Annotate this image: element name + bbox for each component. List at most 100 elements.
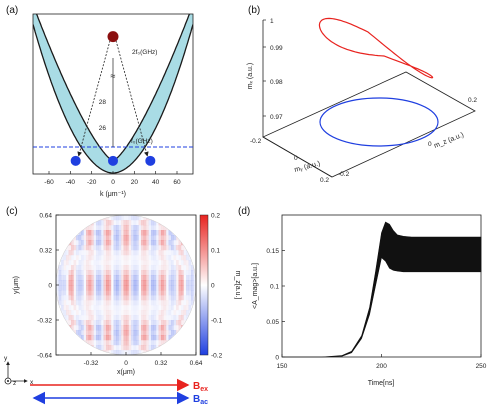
- heatmap-cell: [106, 300, 109, 306]
- heatmap-cell: [158, 280, 162, 286]
- heatmap-cell: [176, 265, 179, 271]
- heatmap-y-ticks: 0.64 0.32 0 -0.32 -0.64: [37, 213, 59, 360]
- heatmap-cell: [106, 230, 109, 236]
- heatmap-cell: [71, 255, 74, 260]
- heatmap-cell: [96, 295, 99, 301]
- heatmap-cell: [168, 330, 172, 336]
- heatmap-cell: [86, 320, 89, 326]
- heatmap-cell: [184, 280, 187, 285]
- heatmap-y-tick-label: 0: [48, 283, 52, 290]
- heatmap-cell: [78, 320, 82, 326]
- heatmap-cell: [166, 285, 169, 290]
- heatmap-cell: [178, 285, 182, 291]
- heatmap-cell: [136, 245, 139, 251]
- heatmap-cell: [153, 285, 157, 291]
- heatmap-cell: [126, 265, 129, 271]
- heatmap-cell: [119, 345, 122, 350]
- heatmap-cell: [103, 280, 107, 286]
- heatmap-cell: [169, 250, 172, 255]
- heatmap-cell: [126, 230, 129, 236]
- heatmap-cell: [186, 290, 189, 296]
- heatmap-cell: [138, 220, 142, 226]
- heatmap-cell: [133, 265, 137, 271]
- heatmap-cell: [158, 335, 162, 341]
- heatmap-cell: [118, 280, 122, 286]
- axis-icon-x-label: x: [30, 379, 34, 386]
- heatmap-cell: [121, 290, 124, 296]
- heatmap-cell: [174, 230, 177, 235]
- heatmap-cell: [116, 350, 119, 355]
- heatmap-cell: [121, 345, 124, 351]
- z-axis-label: mₓ (a.u.): [247, 63, 254, 89]
- heatmap-cell: [96, 285, 99, 291]
- heatmap-cell: [123, 310, 127, 316]
- heatmap-cell: [116, 245, 119, 251]
- heatmap-cell: [146, 315, 149, 320]
- heatmap-cell: [148, 330, 152, 336]
- heatmap-cell: [166, 280, 169, 285]
- heatmap-cell: [146, 230, 149, 236]
- heatmap-cell: [158, 225, 162, 231]
- heatmap-cell: [118, 340, 122, 346]
- heatmap-cell: [176, 320, 179, 326]
- heatmap-cell: [108, 220, 112, 226]
- heatmap-cell: [98, 315, 102, 321]
- heatmap-cell: [188, 255, 192, 261]
- heatmap-cell: [109, 260, 112, 265]
- heatmap-cell: [84, 290, 87, 295]
- heatmap-cell: [141, 290, 144, 296]
- heatmap-cell: [161, 330, 164, 336]
- heatmap-cell: [88, 320, 92, 326]
- heatmap-cell: [113, 330, 117, 336]
- heatmap-cell: [108, 255, 112, 261]
- heatmap-cell: [151, 315, 154, 321]
- heatmap-cell: [113, 240, 117, 246]
- heatmap-cell: [121, 350, 124, 355]
- heatmap-cell: [128, 285, 132, 291]
- heatmap-cell: [66, 250, 69, 256]
- heatmap-cell: [103, 350, 107, 355]
- heatmap-cell: [121, 275, 124, 281]
- z-tick-label-1: 1: [270, 18, 274, 25]
- heatmap-cell: [96, 230, 99, 236]
- heatmap-cell: [191, 275, 194, 281]
- heatmap-cell: [156, 310, 159, 315]
- heatmap-cell: [106, 315, 109, 321]
- heatmap-cell: [161, 325, 164, 331]
- heatmap-cell: [68, 285, 72, 291]
- heatmap-cell: [98, 325, 102, 331]
- x-tick-label: -40: [66, 179, 76, 186]
- heatmap-cell: [171, 235, 174, 241]
- heatmap-cell: [173, 315, 177, 321]
- heatmap-cell: [123, 330, 127, 336]
- heatmap-cell: [158, 315, 162, 321]
- heatmap-cell: [111, 320, 114, 325]
- heatmap-cell: [181, 285, 184, 291]
- heatmap-cell: [63, 300, 67, 306]
- heatmap-cell: [183, 315, 187, 321]
- heatmap-cell: [143, 245, 147, 251]
- heatmap-cell: [103, 215, 107, 221]
- heatmap-cell: [143, 270, 147, 276]
- heatmap-cell: [126, 315, 129, 321]
- heatmap-cell: [81, 260, 84, 266]
- heatmap-cell: [143, 225, 147, 231]
- heatmap-cell: [173, 280, 177, 286]
- colorbar-tick-label: -0.1: [211, 318, 223, 325]
- heatmap-cell: [173, 255, 177, 261]
- heatmap-cell: [184, 285, 187, 290]
- heatmap-cell: [86, 335, 89, 341]
- heatmap-cell: [156, 265, 159, 270]
- heatmap-cell: [61, 305, 64, 311]
- heatmap-cell: [143, 260, 147, 266]
- heatmap-cell: [96, 270, 99, 276]
- x-tick-label: 40: [152, 179, 160, 186]
- heatmap-cell: [146, 275, 149, 281]
- heatmap-cell: [151, 275, 154, 281]
- heatmap-cell: [151, 340, 154, 346]
- heatmap-cell: [139, 265, 142, 270]
- heatmap-cell: [123, 225, 127, 231]
- heatmap-cell: [94, 255, 97, 260]
- heatmap-cell: [159, 305, 162, 310]
- freq-tick-26: 26: [99, 125, 107, 132]
